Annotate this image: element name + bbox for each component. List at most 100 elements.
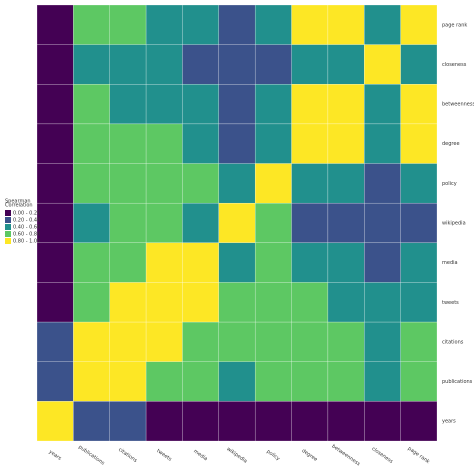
heatmap-cell [145,361,183,402]
x-tick-label: closeness [370,446,394,465]
legend-label: 0.80 - 1.00 [13,239,40,245]
legend-swatch [5,224,11,230]
heatmap-cell [291,202,329,244]
x-tick-label: publications [77,444,106,467]
x-tick-label: media [192,448,208,462]
heatmap-cell [291,361,329,402]
y-tick-label: years [442,419,456,425]
heatmap-cell [36,282,74,323]
heatmap-cell [291,401,329,442]
heatmap-cell [109,242,147,283]
x-tick-label: tweets [155,448,173,463]
heatmap-cell [109,321,147,362]
heatmap-cell [36,44,74,85]
heatmap-cell [109,401,147,442]
heatmap-cell [36,401,74,442]
heatmap-cell [327,123,365,164]
heatmap-cell [182,44,220,85]
heatmap-cell [400,44,438,85]
heatmap-cell [364,242,401,283]
heatmap-cell [73,282,110,323]
legend-label: 0.20 - 0.40 [13,218,40,224]
y-tick-label: media [442,260,458,266]
heatmap-cell [73,361,110,402]
heatmap-cell [218,84,256,125]
heatmap-cell [109,282,147,323]
heatmap-cell [254,44,292,85]
heatmap-cell [109,123,147,164]
heatmap-cell [364,282,401,323]
heatmap-cell [400,123,438,164]
heatmap-cell [254,401,292,442]
heatmap-cell [182,123,220,164]
heatmap-cell [291,242,329,283]
heatmap-cell [291,84,329,125]
heatmap-cell [218,44,256,85]
heatmap-cell [400,202,438,244]
heatmap-cell [145,44,183,85]
heatmap-cell [145,163,183,204]
heatmap-cell [400,282,438,323]
heatmap-cell [182,361,220,402]
heatmap-cell [36,321,74,362]
heatmap-cell [145,202,183,244]
y-tick-label: publications [442,379,473,385]
heatmap-cell [400,401,438,442]
heatmap-cell [364,4,401,45]
x-tick-label: citations [117,447,138,464]
heatmap-cell [36,84,74,125]
y-tick-label: closeness [442,62,467,68]
heatmap-cell [254,202,292,244]
heatmap-cell [182,202,220,244]
heatmap-cell [400,361,438,402]
heatmap-cell [182,282,220,323]
heatmap-cell [254,361,292,402]
heatmap-cell [182,321,220,362]
heatmap-cell [400,321,438,362]
heatmap-cell [254,163,292,204]
heatmap-cell [254,4,292,45]
y-tick-label: page rank [442,22,467,28]
heatmap-cell [364,163,401,204]
heatmap-cell [109,4,147,45]
heatmap-cell [73,321,110,362]
heatmap-cell [400,4,438,45]
heatmap-cell [36,361,74,402]
heatmap-cell [145,321,183,362]
y-tick-label: degree [442,141,460,147]
heatmap-cell [182,84,220,125]
heatmap-cell [400,163,438,204]
heatmap-cell [73,163,110,204]
heatmap-cell [182,401,220,442]
heatmap-cell [327,282,365,323]
heatmap-cell [73,401,110,442]
legend-title: Correlation [5,203,33,209]
legend-swatch [5,210,11,216]
x-tick-label: betweenness [331,443,362,467]
heatmap-cell [36,242,74,283]
legend-swatch [5,217,11,223]
heatmap-cell [73,242,110,283]
heatmap-cell [36,202,74,244]
x-tick-label: wikipedia [225,446,248,464]
heatmap-cell [109,163,147,204]
heatmap-cell [145,84,183,125]
heatmap-cell [182,242,220,283]
heatmap-cell [364,321,401,362]
heatmap-cell [36,4,74,45]
heatmap-cell [73,123,110,164]
heatmap-cell [218,242,256,283]
y-tick-label: policy [442,181,457,187]
heatmap-cell [254,282,292,323]
legend-title: Spearman [5,199,31,205]
heatmap-cell [218,163,256,204]
heatmap-cell [218,361,256,402]
heatmap-cell [364,361,401,402]
heatmap-cell [254,84,292,125]
heatmap-cell [145,4,183,45]
heatmap-cell [400,242,438,283]
heatmap-cell [182,4,220,45]
x-tick-label: degree [301,448,319,463]
heatmap-cell [145,282,183,323]
